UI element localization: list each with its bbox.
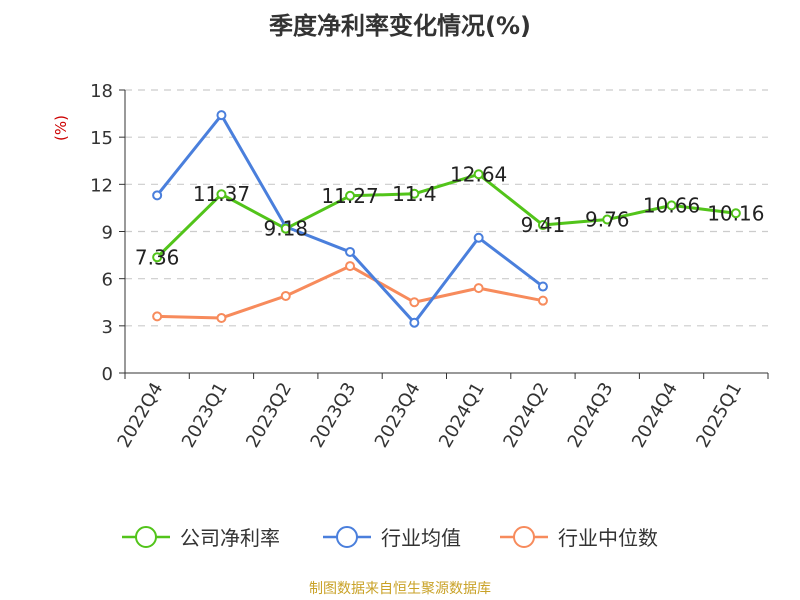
data-point [345, 261, 356, 272]
y-tick-label: 12 [90, 175, 113, 196]
data-point [666, 200, 677, 211]
data-point [409, 317, 420, 328]
x-tick-label: 2022Q4 [114, 379, 168, 451]
data-point [345, 190, 356, 201]
data-label: 9.41 [521, 213, 566, 237]
data-point [473, 169, 484, 180]
grid-lines [125, 89, 768, 327]
x-tick-label: 2023Q1 [178, 379, 232, 451]
data-point [537, 220, 548, 231]
x-tick-label: 2024Q1 [435, 379, 489, 451]
data-point [152, 190, 163, 201]
x-tick-label: 2024Q2 [499, 379, 553, 451]
data-label: 11.37 [193, 182, 250, 206]
series-lines [155, 113, 737, 325]
data-point [280, 290, 291, 301]
legend: 公司净利率 行业均值 行业中位数 [122, 526, 658, 550]
series-line [157, 264, 544, 320]
legend-label: 行业中位数 [558, 526, 658, 550]
data-label: 11.27 [321, 184, 378, 208]
data-label: 9.18 [263, 217, 308, 241]
x-tick-label: 2024Q4 [628, 379, 682, 451]
data-point [152, 252, 163, 263]
data-point [537, 281, 548, 292]
data-label: 7.36 [135, 245, 180, 269]
legend-marker [336, 526, 358, 548]
data-label: 10.66 [643, 193, 700, 217]
legend-marker [513, 526, 535, 548]
data-point [537, 295, 548, 306]
x-tick-label: 2024Q3 [564, 379, 618, 451]
y-tick-label: 18 [90, 81, 113, 102]
data-point [216, 110, 227, 121]
data-point [216, 312, 227, 323]
y-tick-label: 15 [90, 128, 113, 149]
data-point [216, 189, 227, 200]
source-note: 制图数据来自恒生聚源数据库 [309, 581, 491, 597]
y-tick-label: 3 [102, 317, 113, 338]
series-points [152, 110, 741, 328]
x-tick-label: 2023Q3 [306, 379, 360, 451]
data-point [473, 283, 484, 294]
series-line [155, 113, 544, 325]
data-point [409, 188, 420, 199]
x-tick-label: 2025Q1 [692, 379, 746, 451]
y-tick-label: 0 [102, 364, 113, 385]
data-point [730, 208, 741, 219]
data-point [152, 311, 163, 322]
data-point [409, 297, 420, 308]
data-label: 12.64 [450, 162, 507, 186]
y-tick-label: 6 [102, 270, 113, 291]
legend-label: 行业均值 [381, 526, 461, 550]
data-label: 9.76 [585, 208, 630, 232]
data-point [345, 246, 356, 257]
data-label: 11.4 [392, 182, 437, 206]
chart-title: 季度净利率变化情况(%) [269, 12, 531, 40]
x-tick-label: 2023Q4 [371, 379, 425, 451]
data-label: 10.16 [707, 201, 764, 225]
data-labels: 7.36 11.37 9.18 11.27 11.4 12.64 9.41 9.76 10.66… [135, 162, 765, 269]
x-tick-label: 2023Q2 [242, 379, 296, 451]
legend-marker [135, 526, 157, 548]
y-tick-label: 9 [102, 223, 113, 244]
series-line [156, 172, 737, 259]
legend-label: 公司净利率 [180, 526, 280, 550]
y-axis-label: (%) [52, 115, 70, 141]
data-point [602, 214, 613, 225]
data-point [280, 223, 291, 234]
data-point [473, 232, 484, 243]
